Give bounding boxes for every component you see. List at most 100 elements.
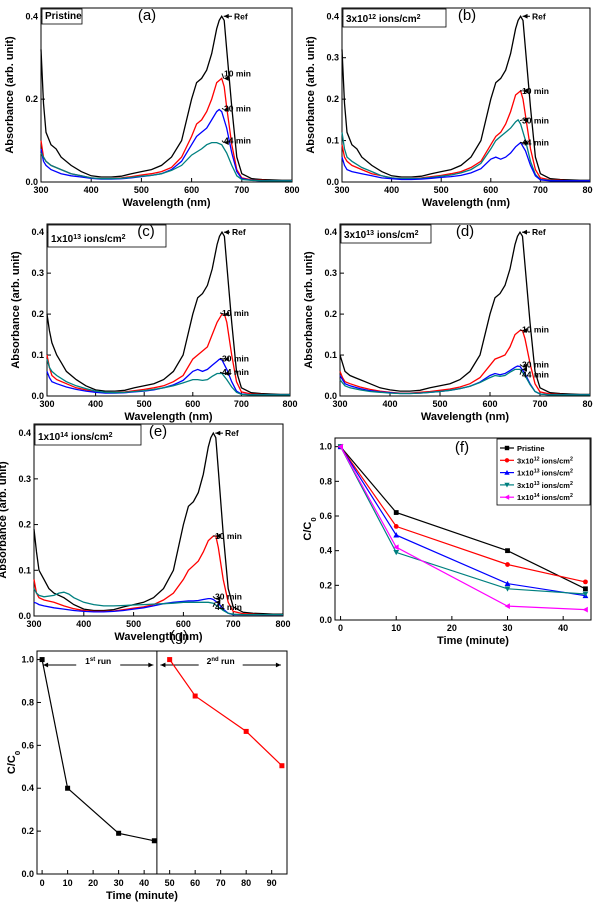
text-span: ions/cm: [540, 456, 571, 465]
y-axis-title: Absorbance (arb. unit): [4, 36, 16, 154]
plot-frame: [33, 423, 284, 617]
x-tick-label: 800: [582, 399, 593, 409]
x-tick-label: 600: [176, 619, 191, 629]
x-tick-label: 600: [184, 185, 199, 195]
x-tick-label: 10: [63, 878, 73, 888]
text-span: Absorbance (arb. unit): [0, 461, 9, 579]
x-tick-label: 300: [334, 185, 349, 195]
x-tick-label: 300: [332, 399, 347, 409]
data-point: [505, 548, 510, 554]
text-span: 14: [534, 493, 540, 499]
x-tick-label: 0: [40, 878, 45, 888]
annotation-label: 30 min: [222, 353, 249, 363]
x-tick-label: 30: [114, 878, 124, 888]
arrow-head: [223, 140, 229, 146]
annotation-arrow: [519, 329, 523, 331]
x-tick-label: 600: [482, 399, 497, 409]
y-tick-label: 0.1: [31, 350, 44, 360]
text-span: ions/cm: [540, 469, 571, 478]
annotation-arrow: [212, 602, 216, 608]
label-box-frame: [34, 424, 142, 446]
y-tick-label: 0.3: [18, 474, 31, 484]
spectrum-panel-e: 300 400 500 600 700 800 0.0 0.1 0.2 0.3 0.4 Wavelen…: [0, 423, 291, 643]
series-line: [341, 15, 590, 181]
annotation-label: 10 min: [222, 308, 249, 318]
annotation-arrow: [221, 73, 225, 79]
arrow-head: [522, 13, 528, 19]
series-line: [340, 446, 586, 597]
y-tick-label: 1.0: [21, 655, 34, 665]
text-span: 3x10: [344, 230, 367, 241]
text-span: nd: [211, 657, 219, 663]
annotation-label: 44 min: [222, 367, 249, 377]
x-tick-label: 300: [26, 619, 41, 629]
x-tick-label: 800: [275, 619, 290, 629]
x-tick-label: 600: [185, 399, 200, 409]
annotation-arrow: [219, 312, 225, 315]
x-axis-title: Time (minute): [437, 635, 509, 647]
y-tick-label: 0.4: [21, 783, 34, 793]
panel-label: (d): [456, 223, 474, 240]
data-point: [393, 524, 399, 529]
text-span: 0: [309, 517, 318, 521]
series-line: [341, 118, 590, 182]
data-point: [116, 830, 122, 836]
sample-label-box: 1x1013 ions/cm2: [47, 224, 167, 248]
annotation-arrow: [519, 119, 523, 122]
text-span: ions/cm: [68, 432, 109, 443]
text-span: 12: [534, 456, 540, 462]
arrow-head: [223, 76, 229, 81]
y-tick-label: 1.0: [319, 442, 332, 452]
series-line: [33, 535, 283, 616]
x-tick-label: 90: [267, 878, 277, 888]
arrow-head: [522, 366, 527, 372]
annotation-label: Ref: [532, 227, 546, 237]
y-tick-label: 0.2: [319, 580, 332, 590]
series-line: [340, 446, 586, 611]
x-tick-label: 30: [503, 623, 513, 633]
run-label: 1st run: [85, 656, 111, 666]
label-box-frame: [47, 224, 167, 248]
x-tick-label: 700: [533, 185, 548, 195]
series-line: [340, 446, 586, 595]
annotation-label: 10 min: [215, 531, 242, 541]
text-span: run: [219, 656, 235, 666]
y-tick-label: 0.2: [25, 94, 38, 104]
arrow-head: [215, 533, 221, 539]
y-tick-label: 0.4: [326, 11, 339, 21]
data-point: [504, 469, 510, 475]
data-point: [583, 586, 588, 592]
x-tick-label: 500: [126, 619, 141, 629]
data-point: [39, 657, 45, 663]
series-line: [46, 230, 290, 396]
series-line: [339, 329, 590, 396]
annotation-label: 30 min: [522, 359, 549, 369]
x-tick-label: 400: [382, 399, 397, 409]
annotation-arrow: [221, 140, 225, 143]
text-span: 1: [85, 656, 90, 666]
series-line: [341, 89, 590, 182]
annotation-arrow: [212, 595, 216, 599]
data-point: [151, 838, 157, 844]
spectrum-panel-d: 300 400 500 600 700 800 0.0 0.1 0.2 0.3 0.4 Wavelen…: [303, 223, 593, 423]
series-line: [46, 358, 290, 396]
annotation-arrow: [219, 357, 225, 360]
x-axis-title: Wavelength (nm): [114, 631, 203, 643]
y-axis-title: Absorbance (arb. unit): [303, 251, 315, 369]
arrow-head: [223, 13, 229, 19]
series-line: [40, 77, 292, 182]
y-axis-title: Absorbance (arb. unit): [305, 36, 317, 154]
arrow-head: [43, 662, 49, 668]
annotation-label: Ref: [232, 227, 246, 237]
series-line: [46, 358, 290, 396]
plot-frame: [334, 437, 592, 621]
annotation-label: 44 min: [224, 136, 251, 146]
text-span: ions/cm: [376, 14, 417, 25]
text-span: ions/cm: [540, 481, 571, 490]
series-line: [40, 15, 292, 181]
text-span: 1x10: [517, 469, 534, 478]
annotation-label: 44 min: [522, 138, 549, 148]
annotation-label: 30 min: [215, 591, 242, 601]
run-label-bg: [198, 656, 243, 668]
x-tick-label: 20: [447, 623, 457, 633]
